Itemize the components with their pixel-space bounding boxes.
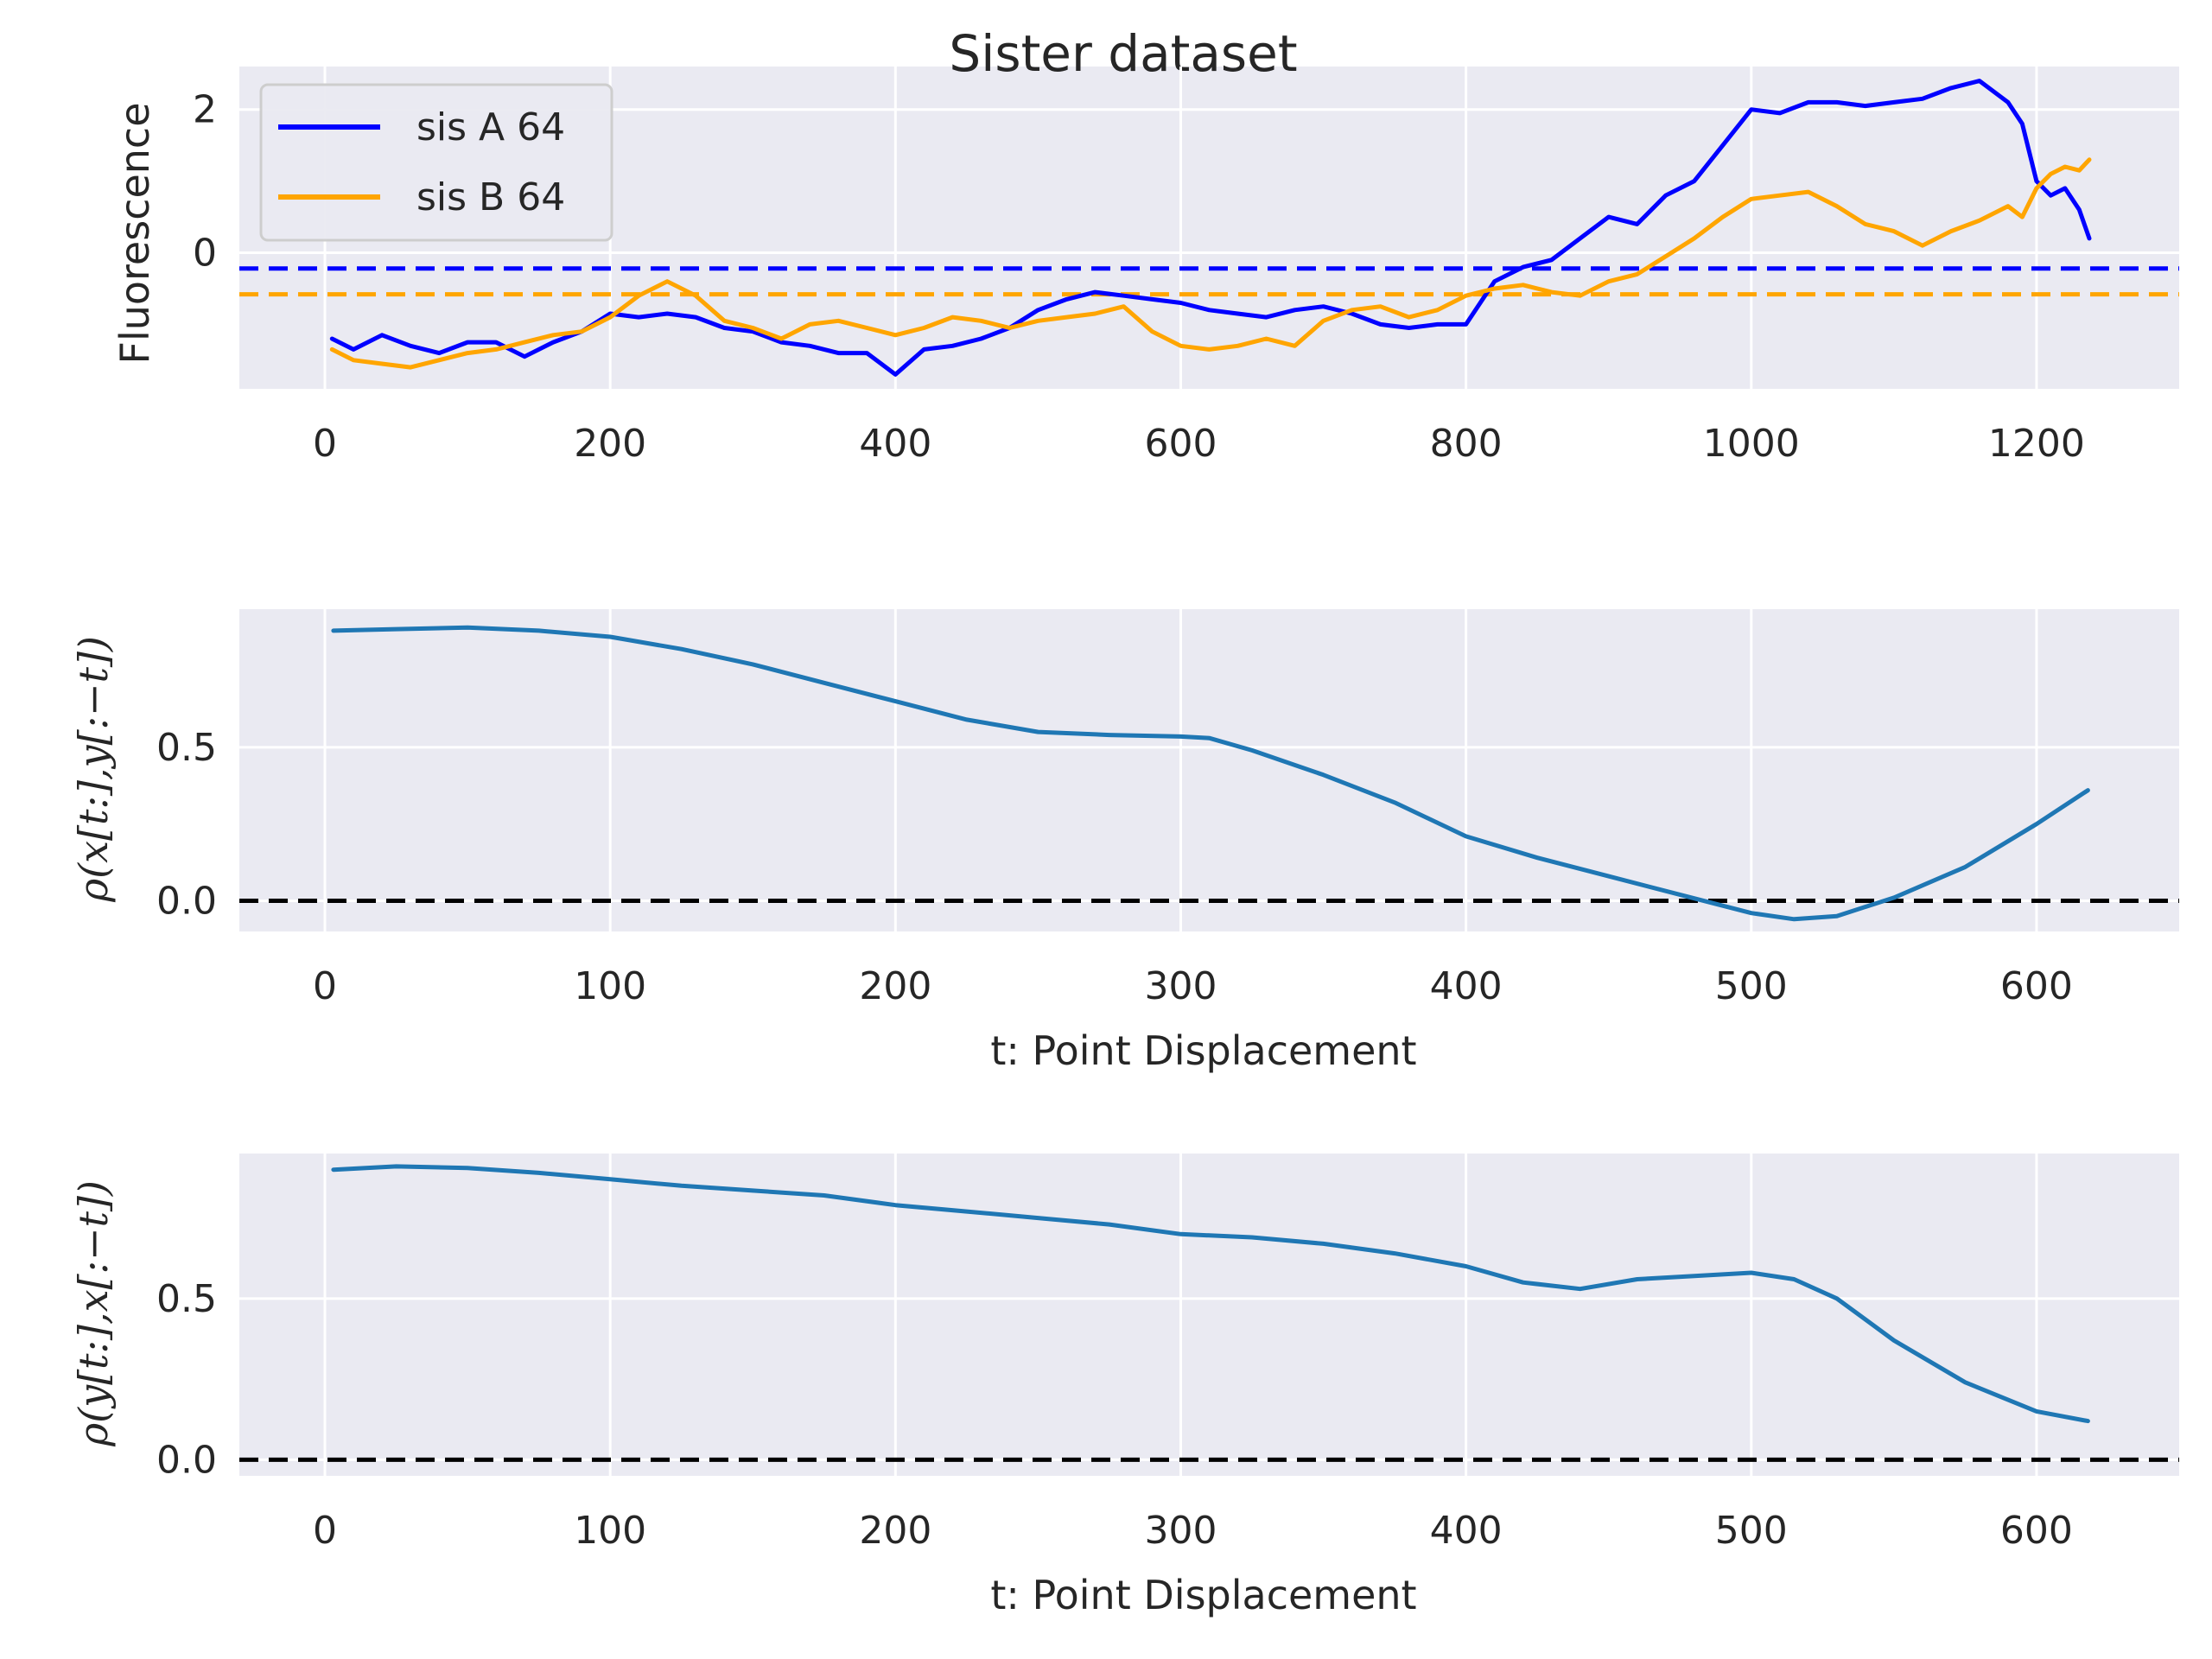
x-tick-label: 200 (859, 964, 931, 1008)
x-tick-label: 300 (1144, 964, 1217, 1008)
x-tick-label: 500 (1715, 964, 1788, 1008)
y-axis-label: ρ(x[t:],y[:−t]) (70, 636, 117, 903)
panel-rho-yx: t: Point Displacement ρ(y[t:],x[:−t]) 0 1… (70, 1154, 2179, 1618)
x-tick-label: 400 (1430, 1509, 1503, 1553)
x-tick-label: 0 (313, 1509, 337, 1553)
legend-label-sis-a: sis A 64 (416, 105, 565, 149)
series-line (331, 625, 2090, 922)
chart-title: Sister dataset (949, 24, 1297, 83)
legend-box (259, 83, 613, 242)
x-tick-label: 600 (1144, 422, 1217, 466)
y-tick-label: 0.0 (156, 1438, 217, 1482)
x-tick-label: 100 (574, 1509, 646, 1553)
x-tick-label: 100 (574, 964, 646, 1008)
x-tick-label: 1000 (1703, 422, 1800, 466)
x-tick-label: 600 (2000, 964, 2073, 1008)
legend: sis A 64 sis B 64 (259, 83, 613, 242)
y-tick-label: 0.5 (156, 1277, 217, 1321)
y-tick-label: 0.0 (156, 879, 217, 923)
x-tick-label: 200 (859, 1509, 931, 1553)
y-tick-label: 0 (193, 232, 217, 276)
x-tick-label: 600 (2000, 1509, 2073, 1553)
x-tick-label: 400 (1430, 964, 1503, 1008)
x-tick-label: 800 (1430, 422, 1503, 466)
y-tick-label: 0.5 (156, 726, 217, 770)
series-line-sis-a-64 (329, 79, 2092, 377)
x-tick-label: 200 (574, 422, 646, 466)
series-line (331, 1164, 2090, 1424)
plot-area (239, 609, 2179, 931)
legend-label-sis-b: sis B 64 (416, 175, 565, 219)
x-axis-label: t: Point Displacement (990, 1027, 1416, 1074)
x-tick-label: 300 (1144, 1509, 1217, 1553)
y-axis-label: ρ(y[t:],x[:−t]) (70, 1180, 117, 1447)
panel-rho-xy: t: Point Displacement ρ(x[t:],y[:−t]) 0 1… (70, 609, 2179, 1074)
x-tick-label: 500 (1715, 1509, 1788, 1553)
panel-fluorescence: Sister dataset Fluorescence 0 200 400 600 80… (111, 24, 2179, 466)
series-line-sis-b-64 (329, 157, 2092, 370)
x-axis-label: t: Point Displacement (990, 1572, 1416, 1618)
y-axis-label: Fluorescence (111, 102, 158, 364)
x-tick-label: 0 (313, 964, 337, 1008)
x-tick-label: 1200 (1988, 422, 2085, 466)
x-tick-label: 0 (313, 422, 337, 466)
x-tick-label: 400 (859, 422, 931, 466)
y-tick-label: 2 (193, 88, 217, 132)
plot-area (239, 1154, 2179, 1476)
